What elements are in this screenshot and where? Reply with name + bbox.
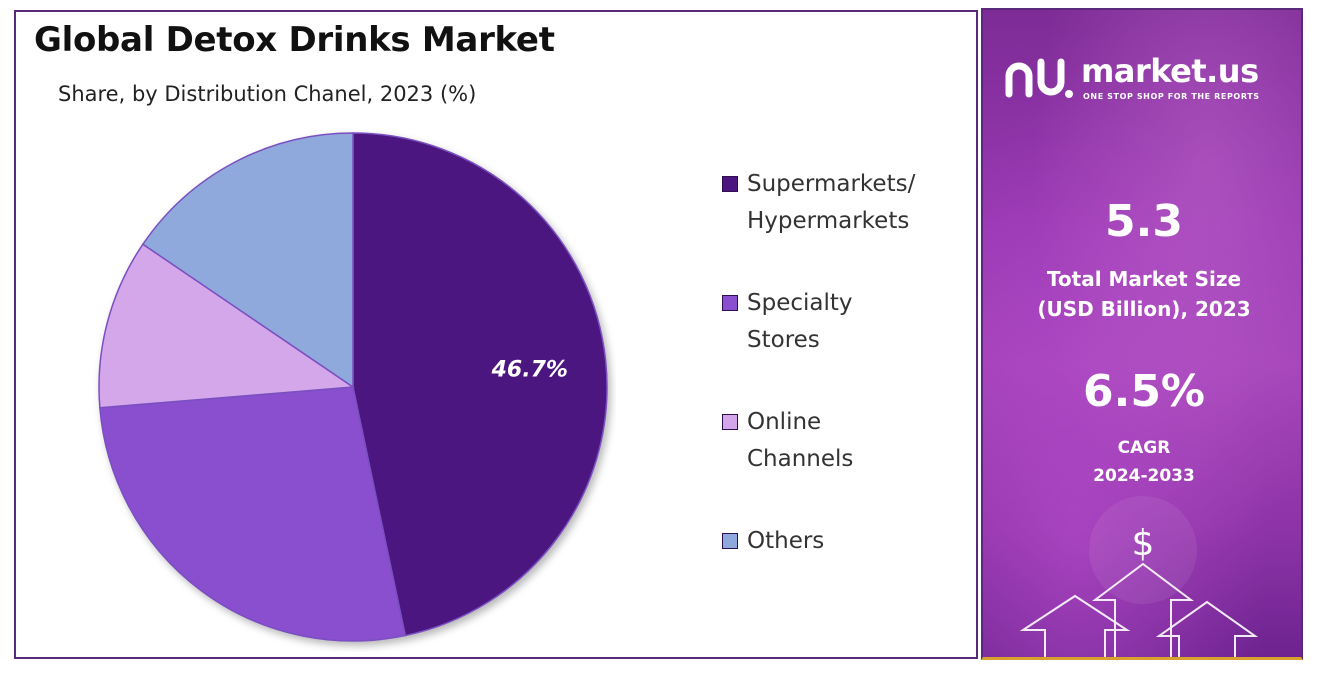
market-size-value: 5.3 [1105,196,1183,247]
legend-swatch-supermarkets [722,176,738,192]
chart-title: Global Detox Drinks Market [34,20,555,60]
legend-label-supermarkets-line1: Supermarkets/ [747,171,916,197]
cagr-label-line1: CAGR [1117,438,1171,458]
legend-label-online-line1: Online [747,409,822,435]
svg-text:$: $ [1132,523,1155,564]
legend-label-supermarkets-line2: Hypermarkets [747,208,910,234]
legend-swatch-specialty [722,295,738,311]
legend-label-specialty-line1: Specialty [747,290,853,316]
brand-name: market.us [1081,52,1259,90]
legend-item-others: Others [722,523,947,560]
pie-slice-online [98,243,356,409]
chart-subtitle: Share, by Distribution Chanel, 2023 (%) [58,82,477,106]
pie-slice-specialty [99,386,407,642]
pie-chart: 46.7% [98,132,608,642]
cagr-label-line2: 2024-2033 [1093,466,1195,486]
brand-tagline: ONE STOP SHOP FOR THE REPORTS [1083,92,1260,101]
pie-slice-supermarkets [352,132,608,637]
pie-label-supermarkets: 46.7% [491,358,568,383]
legend-swatch-others [722,533,738,549]
legend-item-online: Online Channels [722,404,947,478]
market-size-label-line1: Total Market Size [1046,267,1242,291]
legend-item-supermarkets: Supermarkets/ Hypermarkets [722,166,947,240]
legend-label-specialty-line2: Stores [747,327,820,353]
market-us-logo-icon [1005,58,1073,98]
market-size-label-line2: (USD Billion), 2023 [1037,297,1251,321]
pie-slice-others [141,132,354,389]
dollar-growth-arrows-icon: $ [1019,496,1259,657]
brand-logo: market.us ONE STOP SHOP FOR THE REPORTS [1003,52,1293,108]
legend-label-others-line1: Others [747,528,825,554]
legend-label-online-line2: Channels [747,446,854,472]
cagr-value: 6.5% [1082,366,1206,417]
market-summary-panel: $ market.us ONE STOP SHOP FOR THE REPORT… [981,8,1303,660]
market-size-label: Total Market Size (USD Billion), 2023 [983,264,1301,324]
legend-swatch-online [722,414,738,430]
cagr-label: CAGR 2024-2033 [983,434,1301,490]
legend-item-specialty: Specialty Stores [722,285,947,359]
